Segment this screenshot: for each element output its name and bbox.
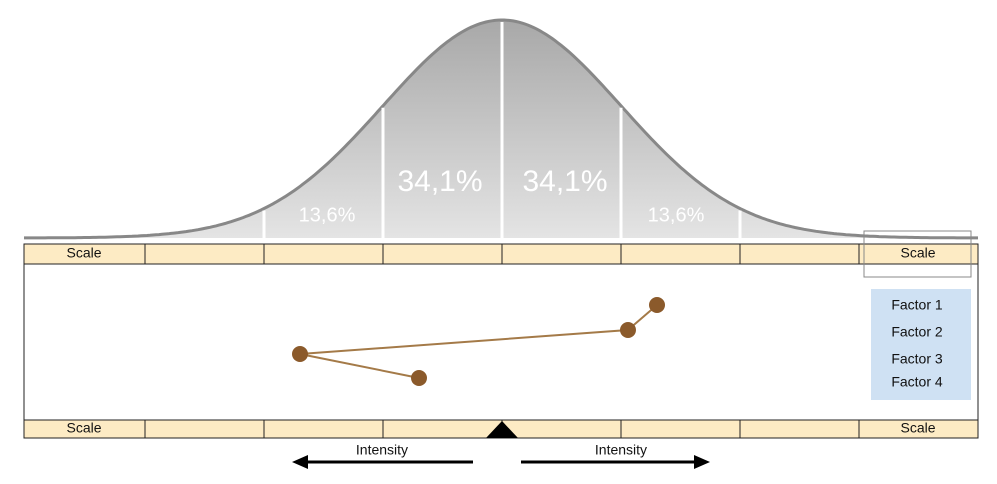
highlight-box [863, 230, 972, 278]
scale-cell [739, 243, 860, 265]
factor-point [292, 346, 308, 362]
factor-line [299, 304, 658, 379]
scale-cell [739, 419, 860, 439]
scale-cell [144, 419, 265, 439]
factor-point [620, 322, 636, 338]
segment-label: 13,6% [299, 204, 356, 226]
segment-label: 34,1% [522, 165, 607, 198]
factor-point [411, 370, 427, 386]
scale-label: Scale [66, 245, 101, 261]
fulcrum [486, 421, 518, 438]
scale-cell [858, 419, 979, 439]
factor-label: Factor 1 [891, 297, 943, 313]
curve-edge [24, 18, 978, 240]
scale-cell [263, 419, 384, 439]
scale-cell [501, 419, 622, 439]
scale-cell [263, 243, 384, 265]
factor-label: Factor 4 [891, 374, 943, 390]
factor-label: Factor 2 [891, 324, 943, 340]
scale-cell [501, 243, 622, 265]
arrow-head [694, 455, 710, 469]
segment-label: 34,1% [397, 165, 482, 198]
scale-cell [144, 243, 265, 265]
scale-cell [382, 419, 503, 439]
arrow-head [292, 455, 308, 469]
arrow-label: Intensity [356, 442, 408, 458]
scale-label: Scale [66, 420, 101, 436]
curve-dividers [262, 22, 742, 238]
scale-label: Scale [900, 420, 935, 436]
factor-legend [871, 289, 971, 400]
scale-cell [382, 243, 503, 265]
factor-label: Factor 3 [891, 351, 943, 367]
bottom-scale [23, 419, 979, 439]
scale-cell [620, 419, 741, 439]
segment-label: 13,6% [648, 204, 705, 226]
scale-cell [620, 243, 741, 265]
top-scale [23, 243, 979, 265]
arrow-label: Intensity [595, 442, 647, 458]
factor-point [649, 297, 665, 313]
scale-label: Scale [900, 245, 935, 261]
plot-area [23, 263, 979, 421]
